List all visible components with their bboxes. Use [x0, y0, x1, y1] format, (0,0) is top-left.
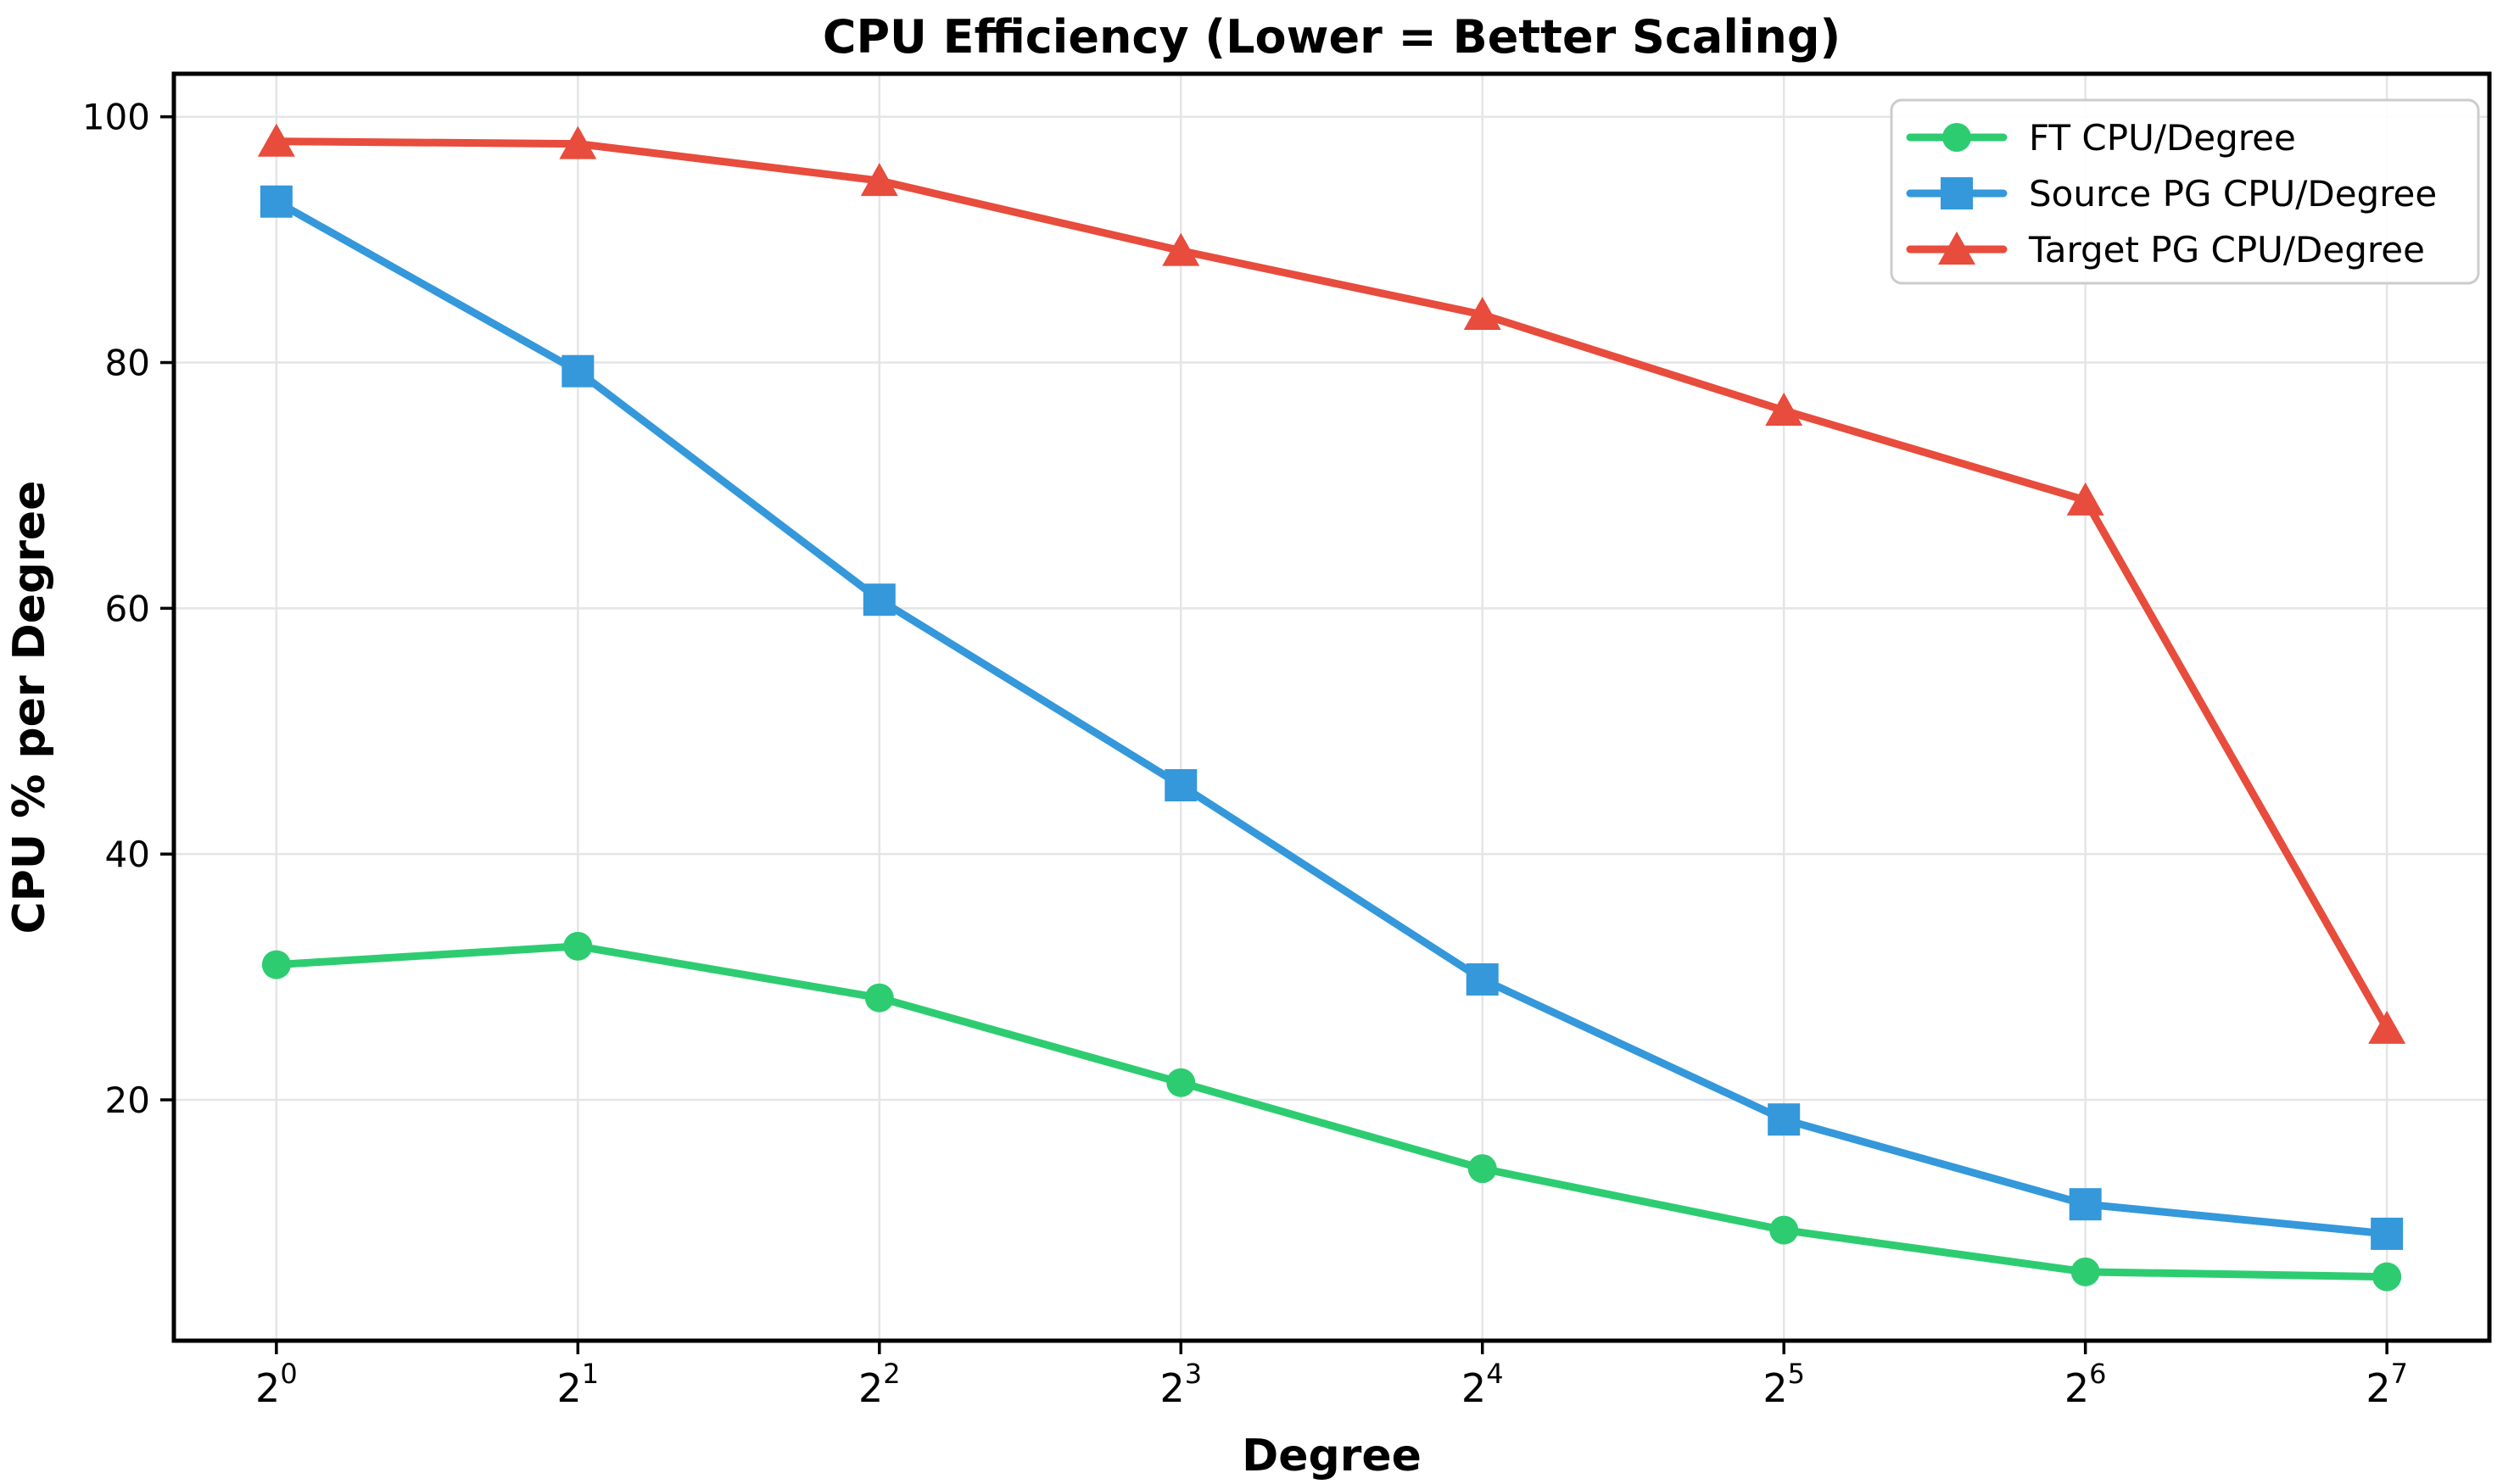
legend-marker-triangle [1938, 232, 1975, 265]
axes-spines [171, 71, 2492, 1343]
data-point-marker [2372, 1262, 2402, 1292]
data-point-marker [1467, 1154, 1497, 1184]
data-point-marker [2368, 1010, 2406, 1044]
data-point-marker [1768, 1103, 1801, 1136]
data-point-marker [863, 583, 896, 616]
x-tick-label: 24 [1461, 1358, 1504, 1411]
legend-entry: Source PG CPU/Degree [1906, 173, 2437, 215]
data-point-marker [2070, 1257, 2100, 1286]
legend-entry-label: Target PG CPU/Degree [2028, 229, 2425, 271]
grid-lines [174, 74, 2489, 1341]
data-point-marker [1165, 769, 1198, 802]
data-point-marker [2066, 482, 2104, 516]
data-series [257, 123, 2406, 1292]
data-point-marker [864, 983, 894, 1013]
x-tick-label: 22 [858, 1358, 901, 1411]
data-point-marker [260, 185, 293, 218]
y-tick-label: 40 [105, 834, 150, 875]
y-tick-label: 20 [105, 1080, 150, 1121]
legend-entry: Target PG CPU/Degree [1906, 229, 2425, 271]
series-line [272, 198, 2391, 1238]
data-point-marker [561, 354, 595, 388]
data-point-marker [1765, 393, 1803, 427]
legend-box [1890, 98, 2480, 285]
y-tick-label: 60 [105, 588, 150, 629]
axis-ticks: 20 40 60 80 100 20 21 22 23 24 25 26 27 [82, 97, 2408, 1411]
data-point-marker [563, 931, 593, 961]
legend-entry-label: Source PG CPU/Degree [2029, 173, 2437, 215]
data-point-marker [257, 123, 295, 157]
legend-entry: FT CPU/Degree [1906, 117, 2296, 159]
data-point-marker [2069, 1188, 2102, 1221]
x-tick-label: 23 [1159, 1358, 1202, 1411]
x-tick-label: 20 [255, 1358, 298, 1411]
legend-marker-square [1941, 177, 1973, 209]
legend-marker-circle [1942, 123, 1971, 152]
data-point-marker [261, 950, 291, 979]
x-axis-label: Degree [1242, 1431, 1422, 1481]
data-point-marker [2371, 1217, 2404, 1250]
y-tick-label: 100 [82, 97, 150, 138]
data-point-marker [1166, 1068, 1196, 1097]
series-line [272, 942, 2391, 1281]
data-point-marker [1463, 297, 1501, 331]
y-axis-label: CPU % per Degree [4, 481, 55, 934]
legend-entry-label: FT CPU/Degree [2029, 117, 2296, 159]
plot-border [171, 71, 2492, 1343]
data-point-marker [559, 126, 597, 159]
series-triangle [257, 123, 2406, 1044]
legend: FT CPU/Degree Source PG CPU/Degree Target … [1890, 98, 2480, 285]
x-tick-label: 21 [557, 1358, 600, 1411]
data-point-marker [1769, 1215, 1799, 1245]
data-point-marker [1466, 962, 1499, 996]
y-tick-label: 80 [105, 343, 150, 384]
series-circle [261, 931, 2402, 1292]
series-line [272, 137, 2391, 1033]
data-point-marker [860, 163, 898, 197]
x-tick-label: 27 [2366, 1358, 2408, 1411]
series-square [260, 185, 2404, 1250]
x-tick-label: 25 [1763, 1358, 1805, 1411]
chart-title: CPU Efficiency (Lower = Better Scaling) [823, 10, 1841, 64]
x-tick-label: 26 [2064, 1358, 2107, 1411]
data-point-marker [1162, 232, 1200, 266]
